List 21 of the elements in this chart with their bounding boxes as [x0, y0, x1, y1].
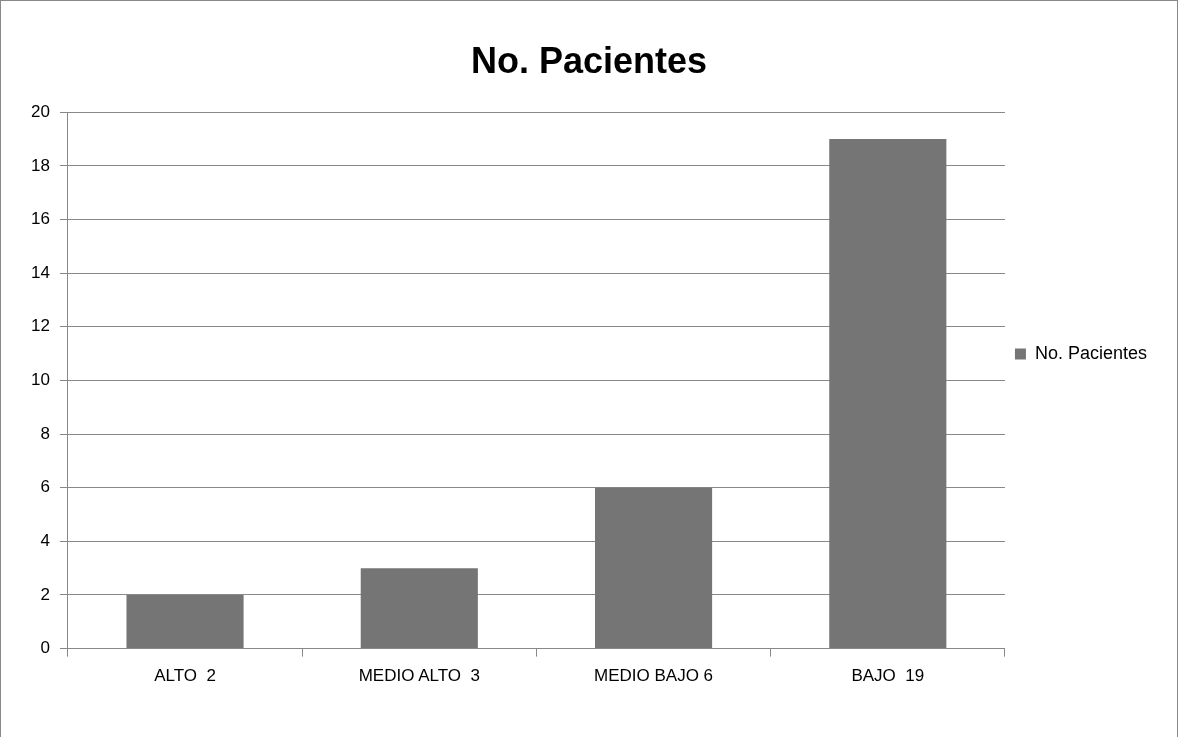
- bar: [360, 568, 478, 649]
- y-tick-label: 2: [40, 584, 50, 604]
- y-tick-label: 18: [30, 155, 50, 175]
- y-tick-label: 16: [30, 209, 50, 229]
- chart-title: No. Pacientes: [470, 39, 708, 81]
- y-tick-label: 14: [30, 262, 50, 282]
- bar: [594, 487, 713, 649]
- bar: [126, 594, 244, 649]
- x-tick-label: MEDIO ALTO 3: [358, 666, 480, 686]
- y-tick-label: 20: [30, 101, 50, 121]
- y-tick-label: 4: [40, 531, 50, 551]
- x-tick-label: BAJO 19: [851, 666, 925, 686]
- bar: [829, 139, 947, 649]
- y-tick-label: 12: [30, 316, 50, 336]
- y-tick-label: 6: [40, 477, 50, 497]
- legend-label: No. Pacientes: [1034, 342, 1147, 363]
- y-tick-label: 10: [30, 370, 50, 390]
- y-tick-label: 0: [40, 638, 50, 658]
- y-tick-label: 8: [40, 423, 50, 443]
- x-tick-label: MEDIO BAJO 6: [594, 666, 714, 686]
- x-tick-label: ALTO 2: [154, 666, 216, 686]
